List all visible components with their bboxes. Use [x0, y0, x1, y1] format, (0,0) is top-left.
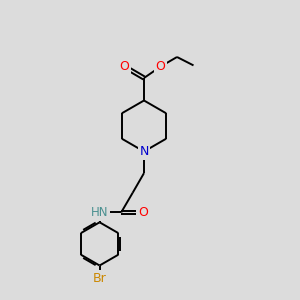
Text: N: N [139, 145, 149, 158]
Text: O: O [138, 206, 148, 219]
Text: O: O [120, 60, 129, 73]
Text: O: O [156, 60, 165, 73]
Text: Br: Br [93, 272, 106, 285]
Text: HN: HN [91, 206, 108, 219]
